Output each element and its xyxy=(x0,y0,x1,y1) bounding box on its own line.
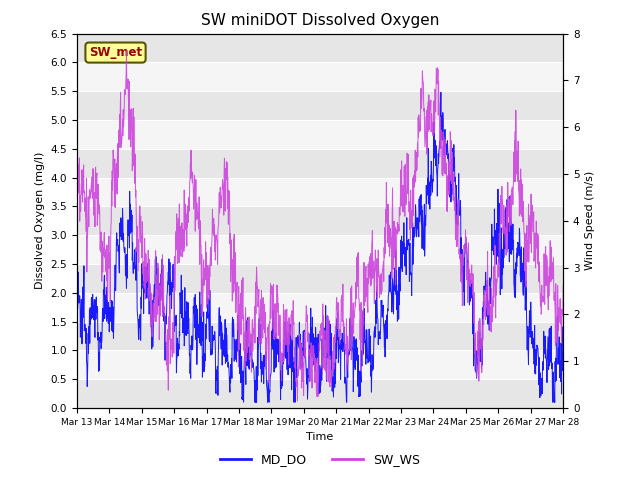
Bar xyxy=(77,235,563,264)
X-axis label: Time: Time xyxy=(307,432,333,442)
Y-axis label: Wind Speed (m/s): Wind Speed (m/s) xyxy=(585,171,595,270)
Title: SW miniDOT Dissolved Oxygen: SW miniDOT Dissolved Oxygen xyxy=(201,13,439,28)
Bar xyxy=(77,206,563,235)
Bar xyxy=(77,322,563,350)
Legend: MD_DO, SW_WS: MD_DO, SW_WS xyxy=(214,448,426,471)
Bar xyxy=(77,178,563,206)
Text: SW_met: SW_met xyxy=(89,46,142,59)
Bar xyxy=(77,34,563,62)
Y-axis label: Dissolved Oxygen (mg/l): Dissolved Oxygen (mg/l) xyxy=(35,152,45,289)
Bar xyxy=(77,350,563,379)
Bar xyxy=(77,62,563,91)
Bar xyxy=(77,264,563,293)
Bar xyxy=(77,120,563,149)
Bar xyxy=(77,149,563,178)
Bar xyxy=(77,293,563,322)
Bar xyxy=(77,91,563,120)
Bar xyxy=(77,379,563,408)
